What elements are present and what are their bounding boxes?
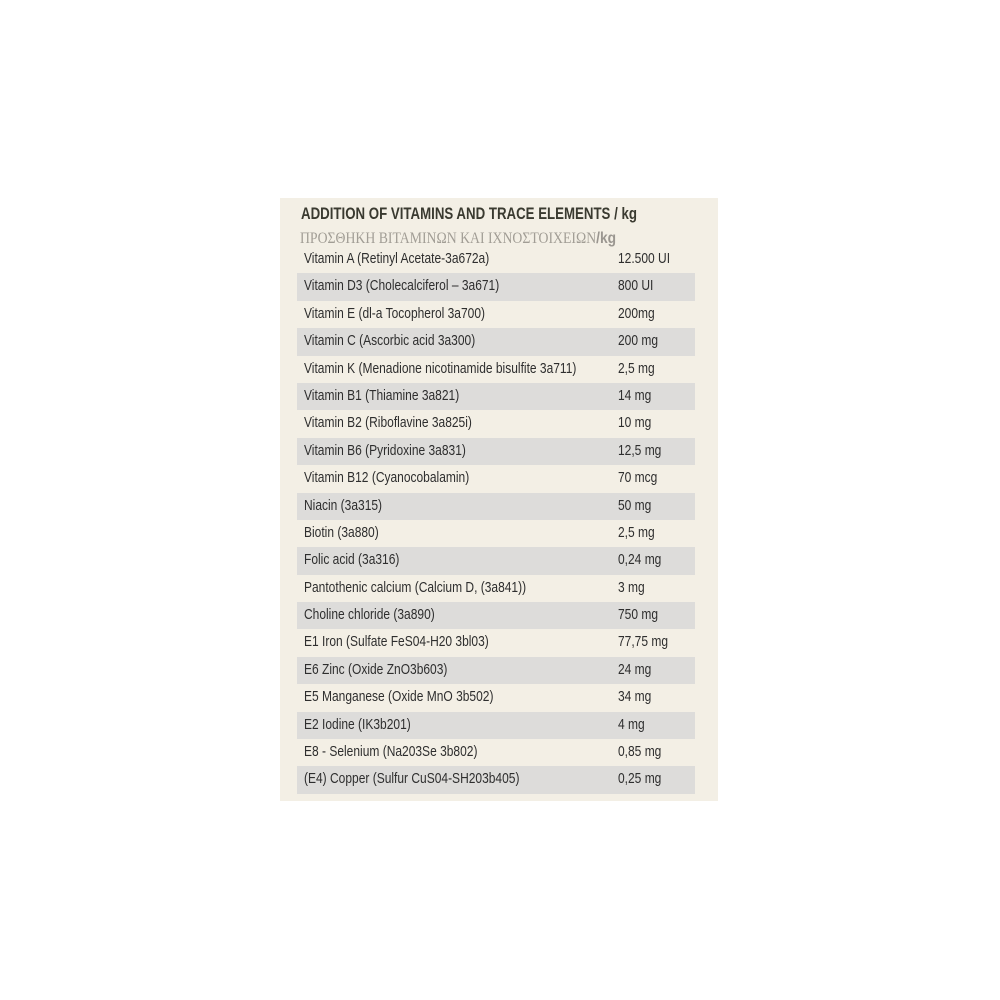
ingredient-amount: 0,25 mg	[618, 770, 662, 788]
ingredient-amount: 0,85 mg	[618, 743, 662, 761]
ingredient-name: Pantothenic calcium (Calcium D, (3a841))	[304, 578, 527, 596]
ingredient-name: Vitamin B2 (Riboflavine 3a825i)	[304, 414, 472, 432]
table-row: Choline chloride (3a890) 750 mg	[297, 602, 695, 630]
ingredient-amount: 70 mcg	[618, 469, 658, 487]
ingredient-name: Vitamin B12 (Cyanocobalamin)	[304, 469, 470, 487]
ingredient-amount: 800 UI	[618, 277, 654, 295]
table-row: Vitamin D3 (Cholecalciferol – 3a671) 800 …	[297, 273, 695, 301]
ingredient-amount: 50 mg	[618, 496, 652, 514]
table-row: Biotin (3a880) 2,5 mg	[297, 520, 695, 547]
ingredient-amount: 10 mg	[618, 414, 652, 432]
table-row: Vitamin B2 (Riboflavine 3a825i) 10 mg	[297, 410, 695, 437]
table-row: Vitamin B1 (Thiamine 3a821) 14 mg	[297, 382, 695, 411]
ingredient-amount: 24 mg	[618, 660, 652, 678]
ingredient-amount: 34 mg	[618, 688, 652, 706]
table-row: Vitamin C (Ascorbic acid 3a300) 200 mg	[297, 328, 695, 356]
ingredient-amount: 750 mg	[618, 606, 659, 624]
ingredient-amount: 12.500 UI	[618, 250, 671, 267]
table-row: Vitamin A (Retinyl Acetate-3a672a) 12.500…	[297, 246, 695, 273]
ingredient-name: Vitamin A (Retinyl Acetate-3a672a)	[304, 250, 490, 267]
ingredient-amount: 12,5 mg	[618, 441, 662, 459]
nutrition-panel: ADDITION OF VITAMINS AND TRACE ELEMENTS …	[280, 198, 718, 801]
vitamins-table: Vitamin A (Retinyl Acetate-3a672a) 12.500…	[297, 246, 695, 794]
table-row: Vitamin E (dl-a Tocopherol 3a700) 200mg	[297, 301, 695, 328]
ingredient-name: E1 Iron (Sulfate FeS04-H20 3bl03)	[304, 633, 489, 651]
ingredient-name: E5 Manganese (Oxide MnO 3b502)	[304, 688, 494, 706]
ingredient-name: Choline chloride (3a890)	[304, 606, 435, 624]
ingredient-name: Vitamin B1 (Thiamine 3a821)	[304, 386, 460, 404]
greek-title-text: ΠΡΟΣΘΗΚΗ ΒΙΤΑΜΙΝΩΝ ΚΑΙ ΙΧΝΟΣΤΟΙΧΕΙΩΝ	[300, 230, 597, 247]
ingredient-amount: 0,24 mg	[618, 551, 662, 569]
ingredient-name: Niacin (3a315)	[304, 496, 383, 514]
ingredient-amount: 2,5 mg	[618, 523, 655, 541]
ingredient-name: Biotin (3a880)	[304, 523, 379, 541]
ingredient-name: Vitamin K (Menadione nicotinamide bisulf…	[304, 359, 577, 377]
table-row: Niacin (3a315) 50 mg	[297, 492, 695, 520]
table-row: Vitamin B12 (Cyanocobalamin) 70 mcg	[297, 465, 695, 492]
ingredient-name: Vitamin B6 (Pyridoxine 3a831)	[304, 441, 466, 459]
ingredient-name: Vitamin E (dl-a Tocopherol 3a700)	[304, 304, 485, 322]
table-row: Pantothenic calcium (Calcium D, (3a841))…	[297, 575, 695, 602]
panel-title: ADDITION OF VITAMINS AND TRACE ELEMENTS …	[301, 204, 637, 223]
table-row: Vitamin K (Menadione nicotinamide bisulf…	[297, 356, 695, 383]
ingredient-amount: 2,5 mg	[618, 359, 655, 377]
ingredient-amount: 4 mg	[618, 715, 645, 733]
ingredient-amount: 200mg	[618, 304, 655, 322]
ingredient-name: E8 - Selenium (Na203Se 3b802)	[304, 743, 478, 761]
table-row: E1 Iron (Sulfate FeS04-H20 3bl03) 77,75 m…	[297, 629, 695, 656]
ingredient-amount: 200 mg	[618, 332, 659, 350]
table-row: (E4) Copper (Sulfur CuS04-SH203b405) 0,25…	[297, 766, 695, 794]
ingredient-amount: 3 mg	[618, 578, 645, 596]
table-row: E5 Manganese (Oxide MnO 3b502) 34 mg	[297, 684, 695, 711]
greek-title: ΠΡΟΣΘΗΚΗ ΒΙΤΑΜΙΝΩΝ ΚΑΙ ΙΧΝΟΣΤΟΙΧΕΙΩΝ/kg	[300, 230, 616, 248]
greek-unit: /kg	[596, 230, 617, 247]
ingredient-name: E2 Iodine (IK3b201)	[304, 715, 411, 733]
ingredient-name: Vitamin C (Ascorbic acid 3a300)	[304, 332, 476, 350]
ingredient-amount: 14 mg	[618, 386, 652, 404]
ingredient-name: Folic acid (3a316)	[304, 551, 400, 569]
table-row: E8 - Selenium (Na203Se 3b802) 0,85 mg	[297, 739, 695, 766]
table-row: E2 Iodine (IK3b201) 4 mg	[297, 711, 695, 740]
ingredient-name: (E4) Copper (Sulfur CuS04-SH203b405)	[304, 770, 520, 788]
ingredient-name: E6 Zinc (Oxide ZnO3b603)	[304, 660, 448, 678]
ingredient-name: Vitamin D3 (Cholecalciferol – 3a671)	[304, 277, 500, 295]
table-row: Folic acid (3a316) 0,24 mg	[297, 547, 695, 575]
table-row: E6 Zinc (Oxide ZnO3b603) 24 mg	[297, 656, 695, 685]
ingredient-amount: 77,75 mg	[618, 633, 669, 651]
table-row: Vitamin B6 (Pyridoxine 3a831) 12,5 mg	[297, 437, 695, 466]
